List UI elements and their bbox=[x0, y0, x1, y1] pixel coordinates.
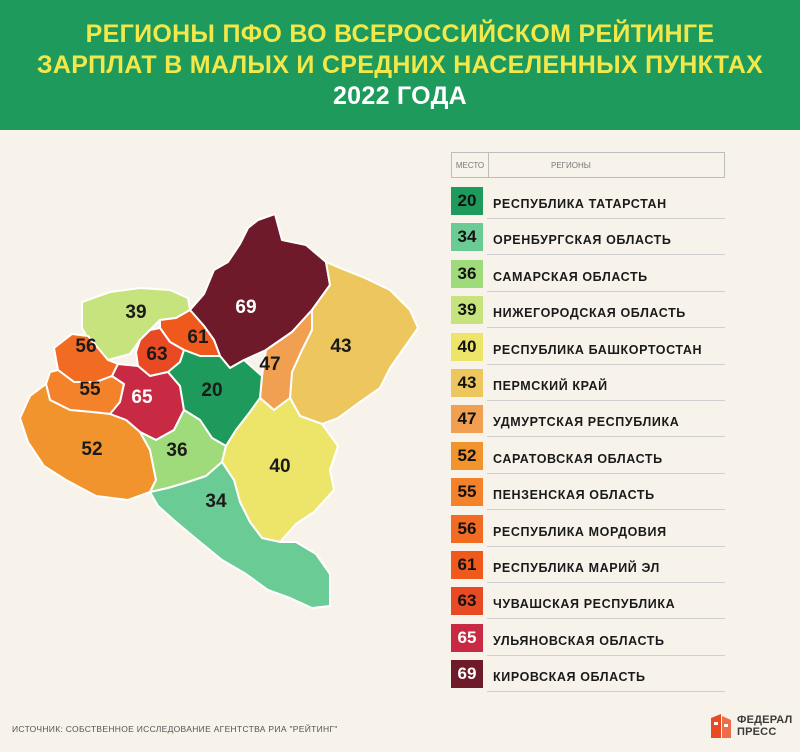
row-divider bbox=[487, 691, 725, 693]
map-label-nizhny: 39 bbox=[125, 302, 146, 323]
map-label-mordovia: 56 bbox=[75, 336, 96, 357]
rank-badge: 40 bbox=[451, 332, 483, 361]
legend-row: 20 РЕСПУБЛИКА ТАТАРСТАН bbox=[451, 187, 731, 219]
federalpress-logo[interactable]: ФЕДЕРАЛ ПРЕСС bbox=[709, 710, 799, 742]
region-name: САРАТОВСКАЯ ОБЛАСТЬ bbox=[493, 451, 663, 466]
row-divider bbox=[487, 254, 725, 256]
region-name: КИРОВСКАЯ ОБЛАСТЬ bbox=[493, 670, 646, 685]
row-divider bbox=[487, 290, 725, 292]
map-label-samara: 36 bbox=[166, 440, 187, 461]
legend-row: 36 САМАРСКАЯ ОБЛАСТЬ bbox=[451, 259, 731, 292]
row-divider bbox=[487, 618, 725, 620]
logo-line-1: ФЕДЕРАЛ bbox=[737, 714, 793, 726]
legend-row: 65 УЛЬЯНОВСКАЯ ОБЛАСТЬ bbox=[451, 623, 731, 656]
region-name: РЕСПУБЛИКА МОРДОВИЯ bbox=[493, 524, 667, 539]
header-banner: РЕГИОНЫ ПФО ВО ВСЕРОССИЙСКОМ РЕЙТИНГЕ ЗА… bbox=[0, 0, 800, 130]
legend-row: 69 КИРОВСКАЯ ОБЛАСТЬ bbox=[451, 660, 731, 693]
map-label-perm: 43 bbox=[330, 336, 351, 357]
map-label-penza: 55 bbox=[79, 379, 101, 400]
map-label-chuvash: 63 bbox=[146, 344, 167, 365]
legend-row: 40 РЕСПУБЛИКА БАШКОРТОСТАН bbox=[451, 332, 731, 365]
rank-badge: 34 bbox=[451, 223, 483, 252]
row-divider bbox=[487, 399, 725, 401]
legend-list: 20 РЕСПУБЛИКА ТАТАРСТАН 34 ОРЕНБУРГСКАЯ … bbox=[451, 187, 731, 696]
title-line-2: ЗАРПЛАТ В МАЛЫХ И СРЕДНИХ НАСЕЛЕННЫХ ПУН… bbox=[36, 50, 764, 79]
map-svg: 69 43 47 39 61 63 56 55 65 20 52 36 40 3… bbox=[19, 213, 419, 609]
row-divider bbox=[487, 654, 725, 656]
region-map: 69 43 47 39 61 63 56 55 65 20 52 36 40 3… bbox=[0, 150, 440, 670]
rank-badge: 65 bbox=[451, 623, 483, 652]
legend-row: 47 УДМУРТСКАЯ РЕСПУБЛИКА bbox=[451, 405, 731, 438]
map-label-mari: 61 bbox=[187, 327, 209, 348]
region-name: РЕСПУБЛИКА БАШКОРТОСТАН bbox=[493, 342, 703, 357]
region-name: УЛЬЯНОВСКАЯ ОБЛАСТЬ bbox=[493, 633, 665, 648]
row-divider bbox=[487, 509, 725, 511]
rank-badge: 39 bbox=[451, 296, 483, 325]
region-name: ПЕНЗЕНСКАЯ ОБЛАСТЬ bbox=[493, 488, 655, 503]
logo-line-2: ПРЕСС bbox=[737, 726, 777, 738]
rank-badge: 55 bbox=[451, 478, 483, 507]
region-name: УДМУРТСКАЯ РЕСПУБЛИКА bbox=[493, 415, 680, 430]
map-label-bashkortostan: 40 bbox=[269, 456, 290, 477]
region-name: НИЖЕГОРОДСКАЯ ОБЛАСТЬ bbox=[493, 306, 686, 321]
rank-badge: 36 bbox=[451, 259, 483, 288]
rank-badge: 47 bbox=[451, 405, 483, 434]
legend-row: 39 НИЖЕГОРОДСКАЯ ОБЛАСТЬ bbox=[451, 296, 731, 329]
rank-badge: 52 bbox=[451, 441, 483, 470]
region-name: ПЕРМСКИЙ КРАЙ bbox=[493, 378, 608, 393]
legend-row: 63 ЧУВАШСКАЯ РЕСПУБЛИКА bbox=[451, 587, 731, 620]
row-divider bbox=[487, 581, 725, 583]
row-divider bbox=[487, 327, 725, 329]
rank-badge: 61 bbox=[451, 550, 483, 579]
row-divider bbox=[487, 545, 725, 547]
row-divider bbox=[487, 363, 725, 365]
legend-row: 43 ПЕРМСКИЙ КРАЙ bbox=[451, 368, 731, 401]
region-name: ОРЕНБУРГСКАЯ ОБЛАСТЬ bbox=[493, 233, 672, 248]
map-label-kirov: 69 bbox=[235, 297, 256, 318]
map-label-tatarstan: 20 bbox=[201, 380, 222, 401]
region-name: ЧУВАШСКАЯ РЕСПУБЛИКА bbox=[493, 597, 676, 612]
legend-region-column: РЕГИОНЫ bbox=[551, 160, 591, 170]
row-divider bbox=[487, 218, 725, 219]
legend-row: 52 САРАТОВСКАЯ ОБЛАСТЬ bbox=[451, 441, 731, 474]
title-year: 2022 ГОДА bbox=[332, 81, 468, 110]
logo-text: ФЕДЕРАЛ ПРЕСС bbox=[737, 714, 792, 738]
region-name: РЕСПУБЛИКА МАРИЙ ЭЛ bbox=[493, 560, 660, 575]
map-label-orenburg: 34 bbox=[205, 491, 227, 512]
legend-row: 61 РЕСПУБЛИКА МАРИЙ ЭЛ bbox=[451, 550, 731, 583]
rank-badge: 69 bbox=[451, 660, 483, 689]
rank-badge: 43 bbox=[451, 368, 483, 397]
rank-badge: 63 bbox=[451, 587, 483, 616]
legend-row: 55 ПЕНЗЕНСКАЯ ОБЛАСТЬ bbox=[451, 478, 731, 511]
source-note: ИСТОЧНИК: СОБСТВЕННОЕ ИССЛЕДОВАНИЕ АГЕНТ… bbox=[12, 724, 338, 734]
legend-rank-column: МЕСТО bbox=[452, 153, 489, 177]
row-divider bbox=[487, 472, 725, 474]
rank-badge: 20 bbox=[451, 187, 483, 215]
rank-badge: 56 bbox=[451, 514, 483, 543]
legend-row: 34 ОРЕНБУРГСКАЯ ОБЛАСТЬ bbox=[451, 223, 731, 256]
map-label-ulyanovsk: 65 bbox=[131, 387, 153, 408]
fp-logo-icon bbox=[711, 714, 731, 738]
region-name: САМАРСКАЯ ОБЛАСТЬ bbox=[493, 269, 648, 284]
map-region-orenburg[interactable] bbox=[149, 461, 331, 609]
region-name: РЕСПУБЛИКА ТАТАРСТАН bbox=[493, 197, 667, 211]
legend-header: МЕСТО РЕГИОНЫ bbox=[451, 152, 725, 178]
legend-row: 56 РЕСПУБЛИКА МОРДОВИЯ bbox=[451, 514, 731, 547]
title-line-1: РЕГИОНЫ ПФО ВО ВСЕРОССИЙСКОМ РЕЙТИНГЕ bbox=[85, 19, 715, 48]
map-label-saratov: 52 bbox=[81, 439, 102, 460]
map-label-udmurtia: 47 bbox=[259, 354, 280, 375]
row-divider bbox=[487, 436, 725, 438]
